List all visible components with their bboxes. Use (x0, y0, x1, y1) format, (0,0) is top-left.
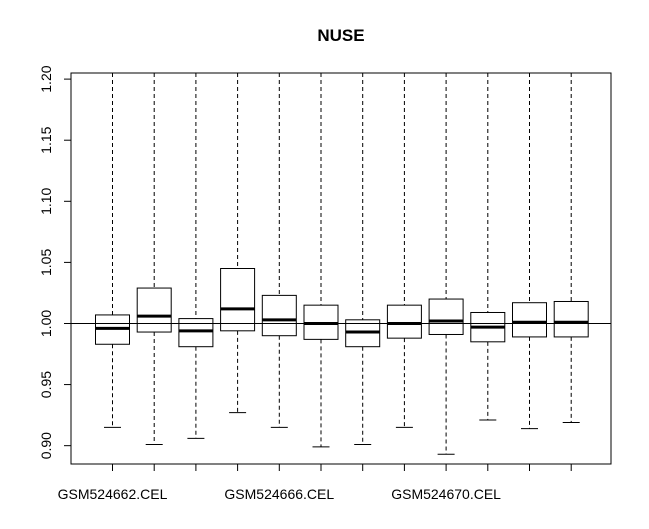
x-tick-label: GSM524670.CEL (391, 486, 501, 502)
box-11 (512, 73, 547, 430)
y-tick-label: 1.10 (38, 187, 54, 214)
plot-frame (70, 72, 612, 465)
y-tick-label: 1.05 (38, 249, 54, 276)
y-tick-label: 0.95 (38, 371, 54, 398)
box-1 (95, 73, 130, 428)
y-tick-label: 1.00 (38, 310, 54, 337)
x-tick-label: GSM524666.CEL (224, 486, 334, 502)
box-6 (303, 73, 339, 448)
y-tick-label: 1.15 (38, 126, 54, 153)
y-tick-label: 1.20 (38, 65, 54, 92)
box-8 (386, 73, 422, 428)
x-axis: GSM524662.CEL GSM524666.CEL GSM524670.CEL (58, 464, 572, 502)
box-5 (261, 73, 297, 428)
box-body (261, 294, 297, 337)
box-body (512, 302, 547, 338)
box-2 (136, 73, 172, 445)
box-12 (553, 73, 589, 423)
box-body (386, 304, 422, 339)
box-4 (220, 73, 256, 414)
box-3 (178, 73, 214, 439)
box-body (428, 298, 464, 335)
box-body (178, 318, 214, 348)
x-tick-label: GSM524662.CEL (58, 486, 168, 502)
chart-title: NUSE (317, 26, 364, 45)
y-axis: 0.90 0.95 1.00 1.05 1.10 1.15 1.20 (38, 65, 71, 459)
box-body (136, 287, 172, 333)
box-9 (428, 73, 464, 455)
box-10 (470, 73, 506, 421)
box-body (553, 300, 589, 338)
box-7 (345, 73, 381, 445)
boxes (95, 73, 589, 455)
y-tick-label: 0.90 (38, 432, 54, 459)
box-body (220, 268, 256, 332)
